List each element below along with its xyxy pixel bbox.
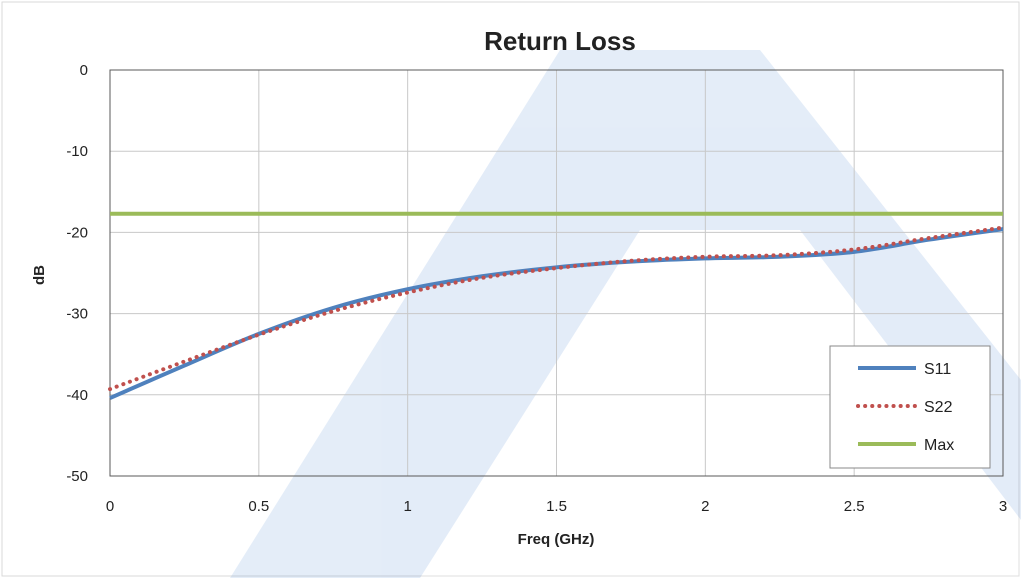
x-tick-labels: 0 0.5 1 1.5 2 2.5 3 (106, 498, 1007, 515)
legend-box (829, 345, 991, 469)
x-tick-label: 0 (106, 498, 114, 515)
x-tick-label: 1 (403, 498, 411, 515)
x-axis-title: Freq (GHz) (518, 531, 595, 548)
plot-border (109, 69, 1004, 477)
y-axis-title: dB (31, 265, 48, 285)
x-tick-label: 0.5 (248, 498, 269, 515)
x-tick-label: 2.5 (844, 498, 865, 515)
plot-area (109, 69, 1004, 477)
y-tick-label: -50 (66, 468, 88, 485)
y-tick-labels: 0 -10 -20 -30 -40 -50 (66, 62, 88, 485)
legend: S11 S22 Max (829, 345, 991, 469)
y-tick-label: -40 (66, 387, 88, 404)
x-tick-label: 3 (999, 498, 1007, 515)
x-tick-label: 2 (701, 498, 709, 515)
chart-title: Return Loss (484, 26, 636, 56)
legend-label-s11: S11 (924, 361, 951, 378)
y-tick-label: -10 (66, 143, 88, 160)
series-layer (108, 211, 1005, 400)
x-tick-label: 1.5 (546, 498, 567, 515)
y-tick-label: -30 (66, 306, 88, 323)
y-tick-label: -20 (66, 224, 88, 241)
legend-label-max: Max (924, 437, 954, 454)
legend-label-s22: S22 (924, 399, 953, 416)
series-line-s11 (109, 227, 1004, 400)
y-tick-label: 0 (80, 62, 88, 79)
